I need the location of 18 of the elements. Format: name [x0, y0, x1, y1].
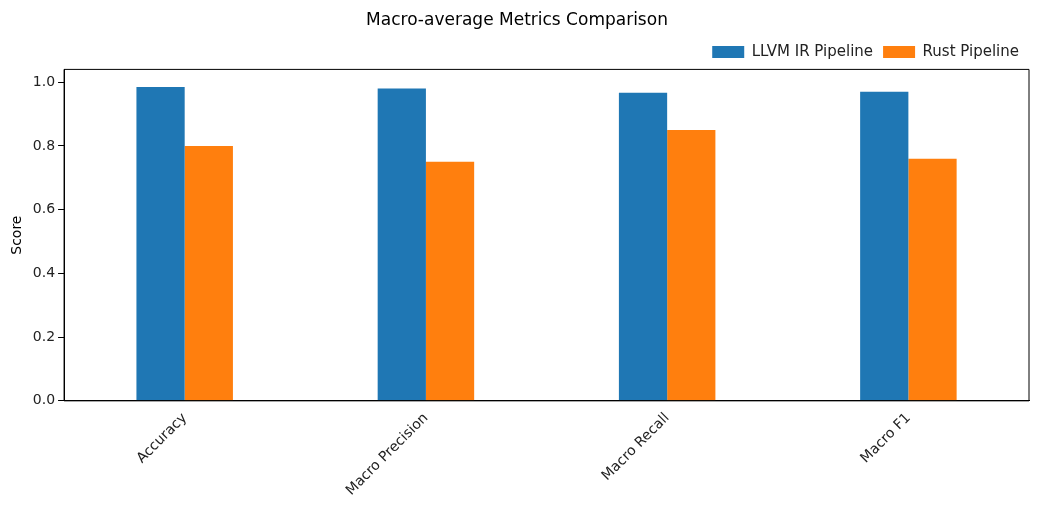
chart-title: Macro-average Metrics Comparison [366, 8, 668, 29]
bar [136, 86, 185, 401]
bar [908, 158, 957, 401]
bar [618, 92, 668, 401]
bar [184, 145, 233, 401]
bar [377, 88, 426, 401]
bar [425, 161, 475, 401]
y-tick-label: 1.0 [32, 72, 56, 89]
bar [667, 129, 716, 401]
legend-label: LLVM IR Pipeline [751, 41, 874, 60]
y-tick-label: 0.0 [32, 391, 56, 408]
legend-label: Rust Pipeline [922, 41, 1020, 60]
bar [860, 91, 909, 401]
y-axis-title: Score [8, 215, 25, 255]
y-tick-label: 0.6 [32, 200, 56, 217]
y-tick-label: 0.8 [32, 136, 56, 153]
y-tick-label: 0.2 [32, 327, 56, 344]
y-tick-label: 0.4 [32, 264, 56, 281]
